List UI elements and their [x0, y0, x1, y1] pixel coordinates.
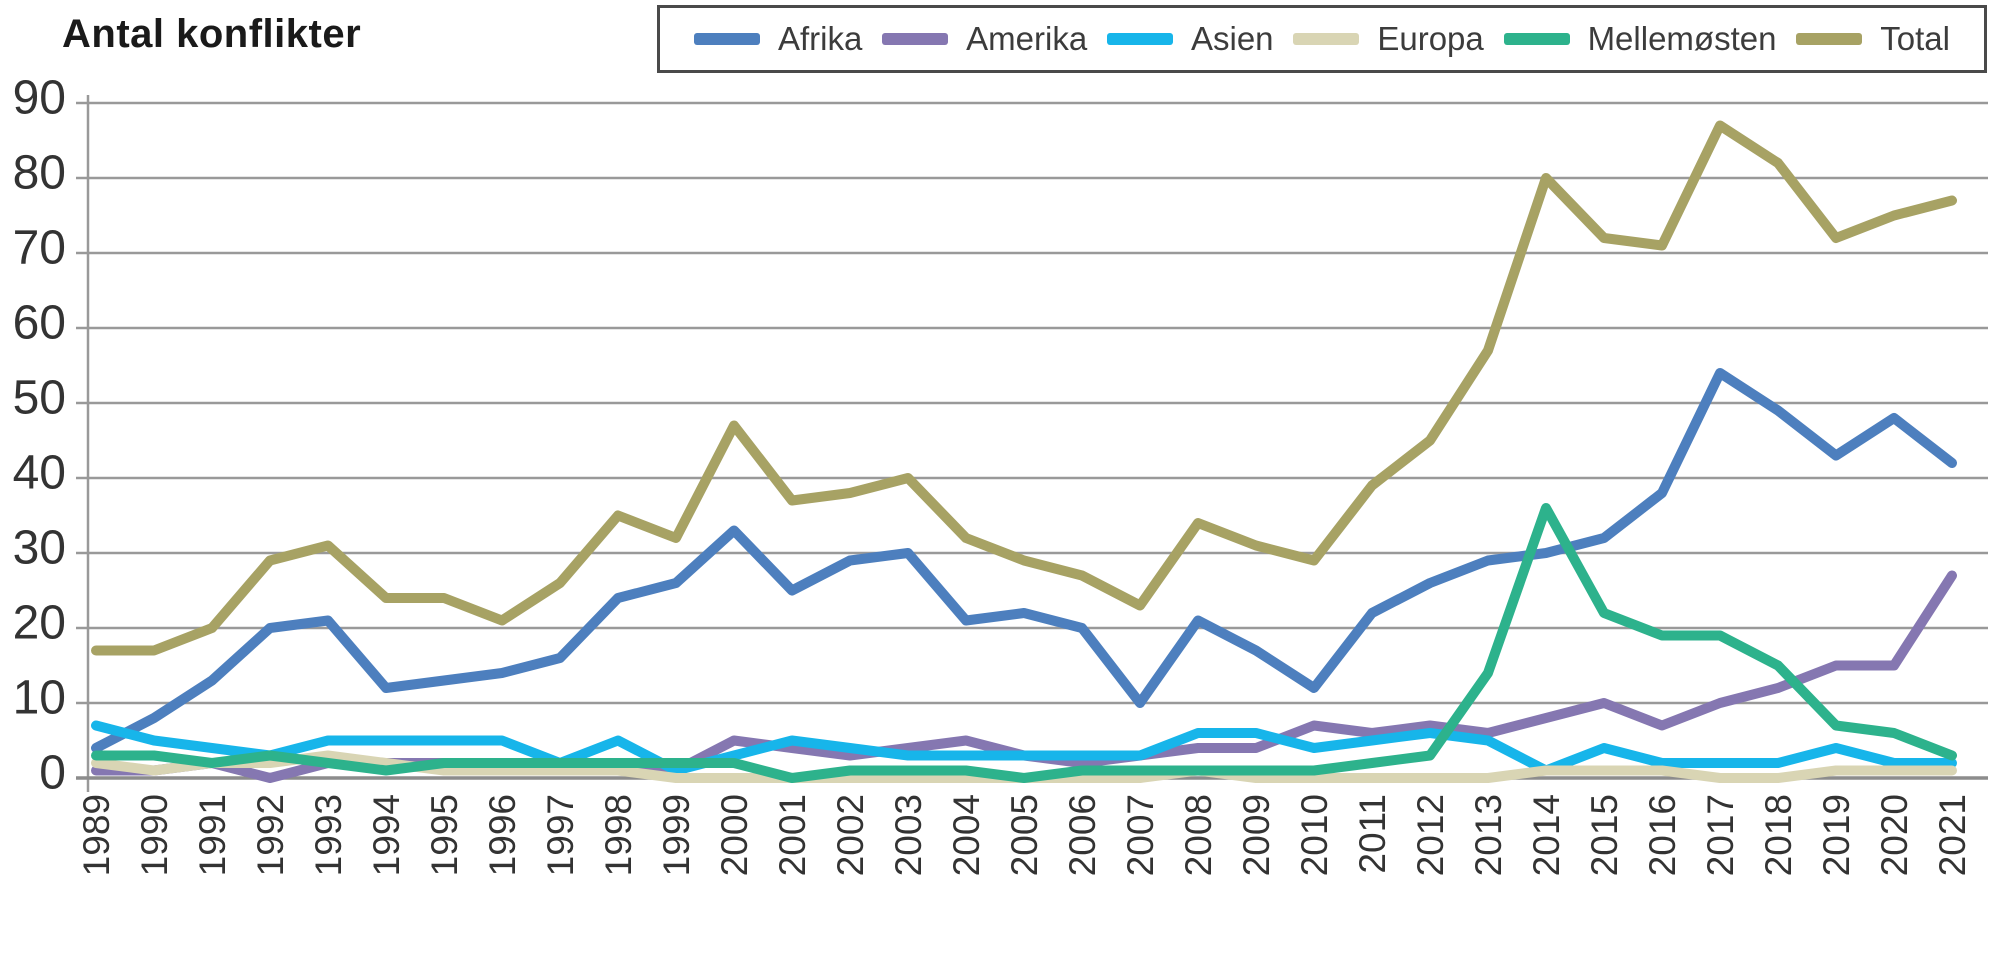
legend-item-amerika: Amerika — [882, 20, 1087, 58]
x-tick-label-1991: 1991 — [192, 794, 233, 876]
legend-label: Total — [1880, 20, 1950, 57]
x-tick-label-1993: 1993 — [308, 794, 349, 876]
legend-swatch-afrika — [694, 33, 760, 45]
legend-label: Amerika — [966, 20, 1088, 57]
x-tick-label-1995: 1995 — [424, 794, 465, 876]
x-tick-label-2007: 2007 — [1120, 794, 1161, 876]
x-tick-label-2020: 2020 — [1874, 794, 1915, 876]
x-tick-label-1997: 1997 — [540, 794, 581, 876]
legend-label: Mellemøsten — [1587, 20, 1777, 57]
legend-item-afrika: Afrika — [694, 20, 862, 58]
x-tick-label-2017: 2017 — [1700, 794, 1741, 876]
legend-label: Europa — [1377, 20, 1484, 57]
legend-label: Afrika — [778, 20, 863, 57]
x-tick-label-2008: 2008 — [1178, 794, 1219, 876]
x-tick-label-2013: 2013 — [1468, 794, 1509, 876]
series-line-asien — [91, 720, 1957, 776]
y-tick-label-50: 50 — [13, 372, 66, 425]
series-line-total — [91, 120, 1957, 656]
x-tick-label-2009: 2009 — [1236, 794, 1277, 876]
x-tick-label-1990: 1990 — [134, 794, 175, 876]
legend-swatch-mellemøsten — [1503, 33, 1570, 45]
legend-swatch-europa — [1293, 33, 1360, 45]
legend-swatch-asien — [1106, 33, 1173, 45]
x-tick-label-2006: 2006 — [1062, 794, 1103, 876]
legend-swatch-amerika — [882, 33, 949, 45]
y-tick-label-10: 10 — [13, 672, 66, 725]
legend-item-asien: Asien — [1106, 20, 1274, 58]
y-tick-label-80: 80 — [13, 147, 66, 200]
x-tick-label-2003: 2003 — [888, 794, 929, 876]
x-tick-label-2016: 2016 — [1642, 794, 1683, 876]
x-tick-label-1992: 1992 — [250, 794, 291, 876]
x-tick-label-1996: 1996 — [482, 794, 523, 876]
y-tick-label-90: 90 — [13, 72, 66, 125]
x-tick-label-2014: 2014 — [1526, 794, 1567, 876]
legend-item-total: Total — [1796, 20, 1950, 58]
x-tick-label-2015: 2015 — [1584, 794, 1625, 876]
x-tick-label-2000: 2000 — [714, 794, 755, 876]
legend-item-europa: Europa — [1293, 20, 1484, 58]
x-tick-label-1994: 1994 — [366, 794, 407, 876]
legend-swatch-total — [1796, 33, 1863, 45]
x-tick-label-1989: 1989 — [76, 794, 117, 876]
y-tick-label-70: 70 — [13, 222, 66, 275]
x-tick-label-2019: 2019 — [1816, 794, 1857, 876]
series-line-afrika — [91, 368, 1957, 753]
legend-label: Asien — [1190, 20, 1274, 57]
x-tick-label-2005: 2005 — [1004, 794, 1045, 876]
x-tick-label-2018: 2018 — [1758, 794, 1799, 876]
x-tick-label-2002: 2002 — [830, 794, 871, 876]
x-tick-label-2004: 2004 — [946, 794, 987, 876]
y-tick-label-20: 20 — [13, 597, 66, 650]
x-tick-label-2011: 2011 — [1352, 794, 1393, 874]
x-tick-label-2010: 2010 — [1294, 794, 1335, 876]
y-tick-label-0: 0 — [39, 747, 66, 800]
y-tick-label-30: 30 — [13, 522, 66, 575]
x-tick-label-2001: 2001 — [772, 794, 813, 876]
series-line-mellemøsten — [91, 503, 1957, 783]
x-tick-label-2012: 2012 — [1410, 794, 1451, 876]
y-tick-label-60: 60 — [13, 297, 66, 350]
chart-title: Antal konflikter — [62, 12, 362, 56]
x-tick-label-1998: 1998 — [598, 794, 639, 876]
legend-item-mellemøsten: Mellemøsten — [1503, 20, 1777, 58]
y-tick-label-40: 40 — [13, 447, 66, 500]
x-tick-label-2021: 2021 — [1932, 794, 1973, 876]
x-tick-label-1999: 1999 — [656, 794, 697, 876]
legend-box: Afrika Amerika Asien Europa Mellemøsten Total — [657, 5, 1987, 73]
